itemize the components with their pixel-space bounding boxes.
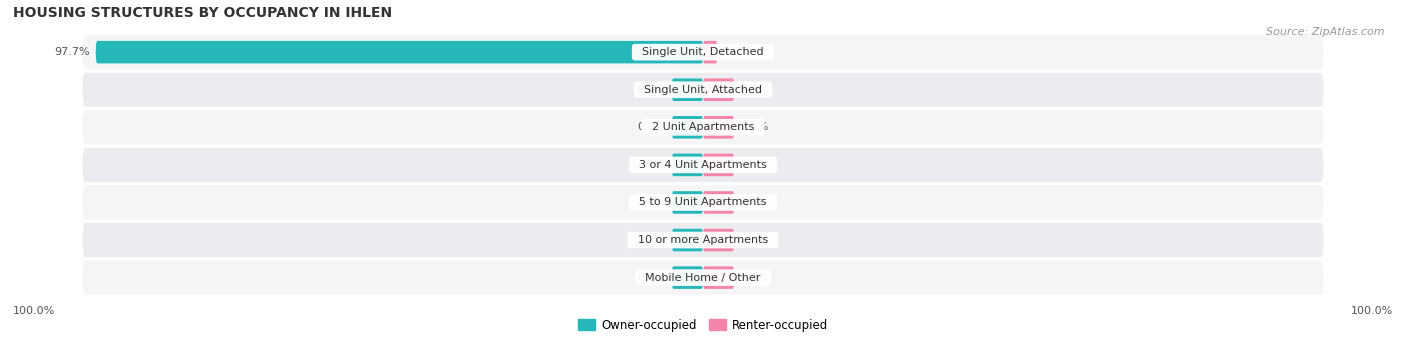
Text: Source: ZipAtlas.com: Source: ZipAtlas.com [1267, 27, 1385, 37]
FancyBboxPatch shape [672, 116, 703, 138]
Text: HOUSING STRUCTURES BY OCCUPANCY IN IHLEN: HOUSING STRUCTURES BY OCCUPANCY IN IHLEN [13, 6, 392, 20]
FancyBboxPatch shape [703, 153, 734, 176]
FancyBboxPatch shape [703, 229, 734, 251]
FancyBboxPatch shape [672, 266, 703, 289]
FancyBboxPatch shape [703, 191, 734, 214]
Text: 10 or more Apartments: 10 or more Apartments [631, 235, 775, 245]
Text: 3 or 4 Unit Apartments: 3 or 4 Unit Apartments [633, 160, 773, 170]
Text: 0.0%: 0.0% [637, 122, 665, 132]
FancyBboxPatch shape [82, 72, 1324, 108]
Text: 0.0%: 0.0% [741, 272, 769, 283]
Text: 0.0%: 0.0% [637, 197, 665, 207]
Text: 0.0%: 0.0% [741, 85, 769, 95]
Text: 0.0%: 0.0% [741, 197, 769, 207]
FancyBboxPatch shape [82, 260, 1324, 296]
Text: 100.0%: 100.0% [1351, 307, 1393, 316]
Text: 2.3%: 2.3% [724, 47, 752, 57]
FancyBboxPatch shape [703, 41, 717, 63]
FancyBboxPatch shape [82, 184, 1324, 221]
Text: 0.0%: 0.0% [637, 160, 665, 170]
FancyBboxPatch shape [672, 153, 703, 176]
FancyBboxPatch shape [96, 41, 703, 63]
Legend: Owner-occupied, Renter-occupied: Owner-occupied, Renter-occupied [572, 314, 834, 336]
Text: Single Unit, Detached: Single Unit, Detached [636, 47, 770, 57]
FancyBboxPatch shape [672, 191, 703, 214]
Text: 0.0%: 0.0% [637, 85, 665, 95]
Text: 0.0%: 0.0% [741, 160, 769, 170]
Text: Mobile Home / Other: Mobile Home / Other [638, 272, 768, 283]
FancyBboxPatch shape [703, 78, 734, 101]
FancyBboxPatch shape [82, 147, 1324, 183]
Text: 97.7%: 97.7% [53, 47, 90, 57]
Text: Single Unit, Attached: Single Unit, Attached [637, 85, 769, 95]
FancyBboxPatch shape [703, 266, 734, 289]
FancyBboxPatch shape [672, 229, 703, 251]
FancyBboxPatch shape [703, 116, 734, 138]
Text: 0.0%: 0.0% [637, 272, 665, 283]
FancyBboxPatch shape [82, 109, 1324, 145]
Text: 100.0%: 100.0% [13, 307, 55, 316]
Text: 0.0%: 0.0% [741, 235, 769, 245]
Text: 5 to 9 Unit Apartments: 5 to 9 Unit Apartments [633, 197, 773, 207]
Text: 0.0%: 0.0% [741, 122, 769, 132]
FancyBboxPatch shape [672, 78, 703, 101]
FancyBboxPatch shape [82, 222, 1324, 258]
Text: 0.0%: 0.0% [637, 235, 665, 245]
FancyBboxPatch shape [82, 34, 1324, 70]
Text: 2 Unit Apartments: 2 Unit Apartments [645, 122, 761, 132]
